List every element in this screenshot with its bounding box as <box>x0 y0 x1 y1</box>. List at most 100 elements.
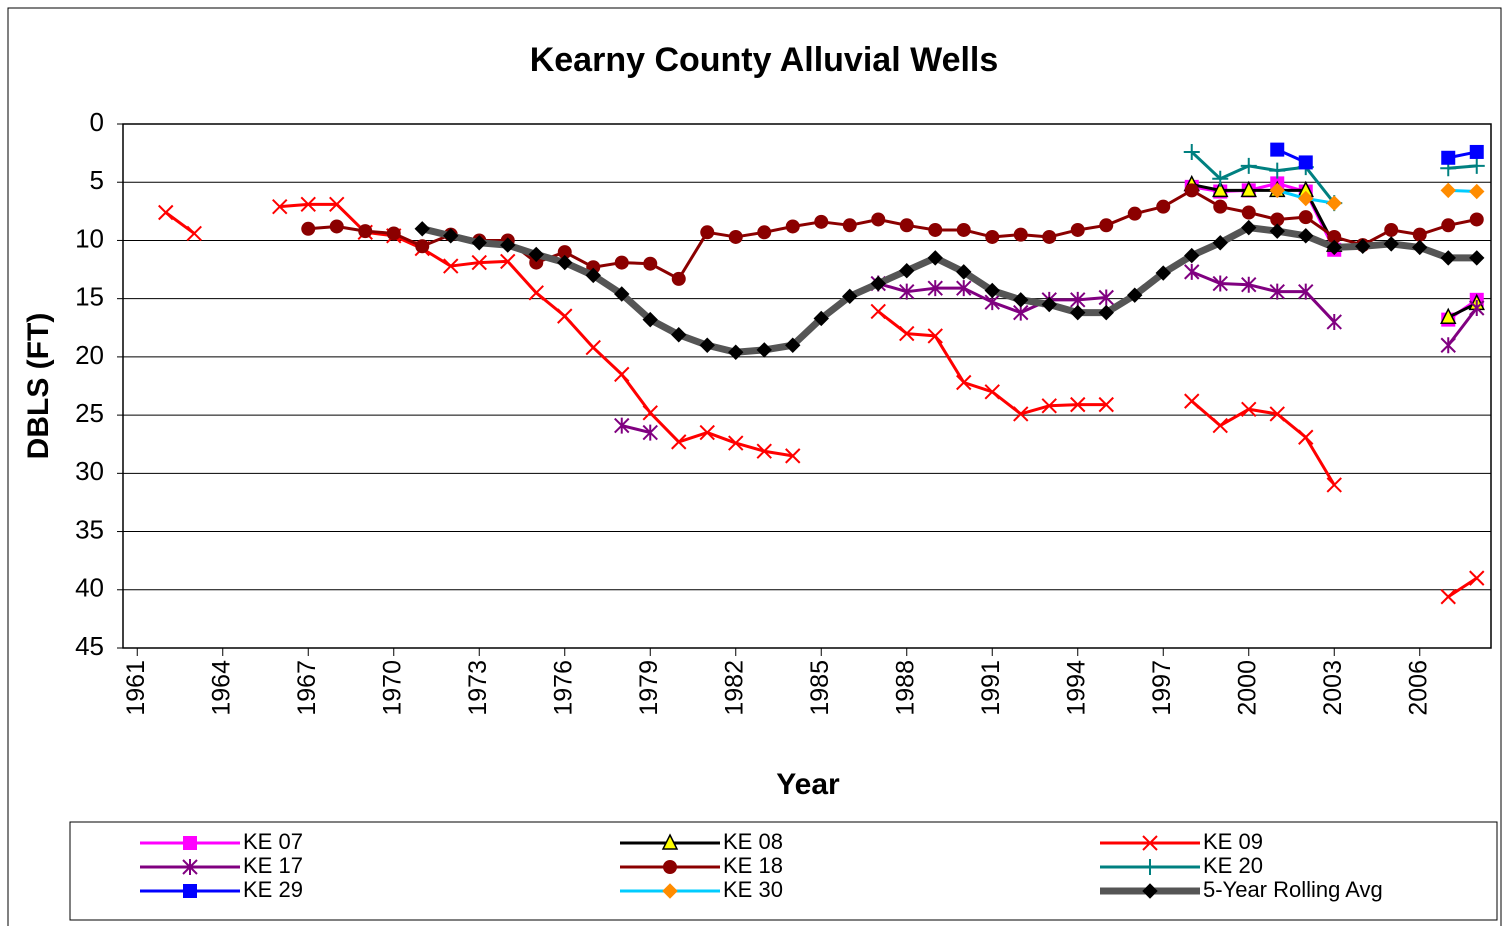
legend-label: KE 08 <box>723 829 783 854</box>
marker <box>927 280 943 297</box>
marker <box>871 212 886 227</box>
legend-marker <box>182 859 198 875</box>
marker <box>984 282 1000 299</box>
marker <box>1469 183 1485 200</box>
marker <box>1469 144 1484 159</box>
marker <box>1240 157 1257 174</box>
marker <box>614 366 630 383</box>
marker <box>443 258 459 274</box>
marker <box>757 225 772 240</box>
marker <box>700 225 715 240</box>
marker <box>585 267 601 284</box>
marker <box>1070 222 1085 237</box>
legend-label: KE 17 <box>243 853 303 878</box>
marker <box>870 303 886 320</box>
marker <box>1212 417 1228 434</box>
marker <box>842 288 858 305</box>
y-tick-label: 15 <box>75 282 104 312</box>
legend-marker <box>1142 883 1158 899</box>
marker <box>500 253 516 270</box>
marker <box>1441 150 1456 165</box>
marker <box>1326 195 1342 211</box>
marker <box>785 337 801 353</box>
marker <box>471 235 487 251</box>
legend-label: KE 20 <box>1203 853 1263 878</box>
x-tick-label: 2003 <box>1319 660 1347 716</box>
marker <box>643 256 658 271</box>
marker <box>1469 299 1485 316</box>
marker <box>1440 589 1456 605</box>
x-tick-label: 1979 <box>635 660 663 716</box>
marker <box>443 228 459 244</box>
marker <box>186 225 202 242</box>
legend-label: KE 18 <box>723 853 783 878</box>
marker <box>329 196 345 213</box>
marker <box>557 254 573 271</box>
marker <box>1212 180 1229 198</box>
marker <box>1440 337 1456 354</box>
marker <box>1241 205 1256 220</box>
marker <box>1298 283 1314 300</box>
marker <box>984 384 1000 400</box>
marker <box>614 417 630 434</box>
marker <box>642 424 658 441</box>
chart-frame <box>7 7 1502 926</box>
marker <box>158 204 174 221</box>
marker <box>927 250 943 266</box>
marker <box>785 448 801 464</box>
marker <box>1013 292 1029 308</box>
marker <box>756 443 772 459</box>
legend-marker <box>1142 859 1158 875</box>
legend-label: 5-Year Rolling Avg <box>1203 877 1383 902</box>
marker <box>500 237 516 253</box>
x-tick-label: 1991 <box>977 660 1005 716</box>
marker <box>1184 247 1200 264</box>
marker <box>1213 199 1228 214</box>
marker <box>899 325 915 342</box>
marker <box>329 219 344 234</box>
y-axis-label: DBLS (FT) <box>22 313 55 460</box>
marker <box>813 310 829 327</box>
x-tick-label: 1985 <box>806 660 834 716</box>
x-tick-label: 2006 <box>1404 660 1432 716</box>
marker <box>728 435 744 451</box>
x-tick-label: 1997 <box>1148 660 1176 716</box>
marker <box>358 224 373 239</box>
marker <box>1041 398 1057 414</box>
marker <box>956 222 971 237</box>
marker <box>1440 182 1456 199</box>
y-tick-label: 10 <box>75 223 104 253</box>
x-tick-label: 1967 <box>293 660 321 716</box>
x-tick-label: 1961 <box>122 660 150 716</box>
marker <box>1212 275 1228 292</box>
y-tick-label: 20 <box>75 340 104 370</box>
marker <box>1155 265 1171 281</box>
marker <box>1212 235 1228 251</box>
marker <box>585 339 601 356</box>
x-tick-label: 1982 <box>720 660 748 716</box>
marker <box>699 424 715 441</box>
marker <box>1098 304 1114 321</box>
marker <box>1241 401 1257 417</box>
legend-label: KE 07 <box>243 829 303 854</box>
marker <box>899 218 914 233</box>
marker <box>528 285 544 301</box>
marker <box>614 255 629 270</box>
marker <box>1298 155 1313 170</box>
x-tick-label: 1994 <box>1062 660 1090 716</box>
marker <box>1184 393 1200 409</box>
marker <box>814 214 829 229</box>
marker <box>1412 239 1428 256</box>
x-tick-label: 2000 <box>1233 660 1261 716</box>
x-tick-label: 1988 <box>891 660 919 716</box>
marker <box>756 342 772 358</box>
marker <box>927 328 943 344</box>
marker <box>1440 307 1457 325</box>
marker <box>1241 276 1257 293</box>
y-tick-label: 40 <box>75 573 104 603</box>
legend-marker <box>1142 835 1158 851</box>
marker <box>1240 180 1257 198</box>
marker <box>1070 396 1086 413</box>
marker <box>1469 570 1485 586</box>
marker <box>557 308 573 324</box>
